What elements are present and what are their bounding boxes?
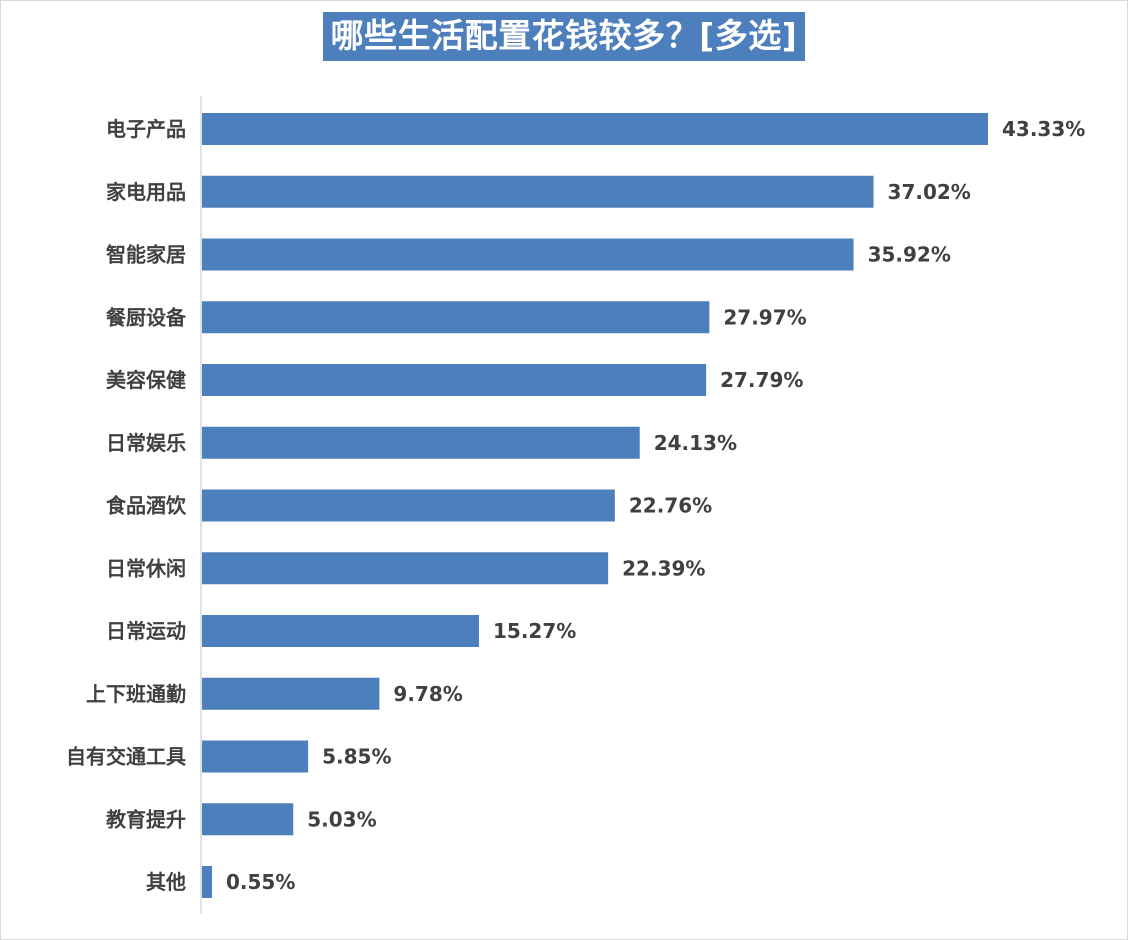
value-label: 22.39% (622, 556, 705, 580)
category-label: 其他 (146, 870, 186, 894)
category-label: 日常休闲 (106, 556, 186, 580)
value-label: 27.79% (720, 368, 803, 392)
value-label: 5.85% (322, 745, 391, 769)
category-label: 智能家居 (106, 243, 186, 267)
category-label: 上下班通勤 (86, 682, 186, 706)
bar (202, 740, 309, 773)
bar (202, 803, 294, 836)
bar (202, 175, 874, 208)
value-label: 35.92% (868, 243, 951, 267)
bar (202, 489, 615, 522)
value-label: 9.78% (393, 682, 462, 706)
category-label: 教育提升 (106, 807, 186, 831)
bar (202, 615, 479, 647)
category-label: 美容保健 (106, 368, 186, 392)
category-label: 电子产品 (106, 117, 186, 141)
bar (202, 364, 707, 396)
category-label: 自有交通工具 (66, 745, 186, 769)
value-label: 5.03% (307, 807, 376, 831)
value-label: 43.33% (1002, 117, 1085, 141)
category-label: 餐厨设备 (106, 305, 187, 329)
bar (202, 238, 854, 271)
value-label: 0.55% (226, 870, 295, 894)
value-label: 24.13% (654, 431, 737, 455)
value-label: 22.76% (629, 494, 712, 518)
bar (202, 113, 988, 145)
category-label: 日常运动 (106, 619, 186, 643)
value-label: 27.97% (723, 305, 806, 329)
chart-title: 哪些生活配置花钱较多？[多选] (322, 12, 806, 61)
bar (202, 552, 609, 585)
value-label: 15.27% (493, 619, 576, 643)
category-label: 日常娱乐 (106, 431, 186, 455)
bar (202, 866, 212, 898)
category-label: 食品酒饮 (106, 494, 187, 518)
bar (202, 426, 640, 459)
bar (202, 301, 710, 334)
bar (202, 677, 380, 710)
value-label: 37.02% (888, 180, 971, 204)
category-label: 家电用品 (106, 180, 186, 204)
